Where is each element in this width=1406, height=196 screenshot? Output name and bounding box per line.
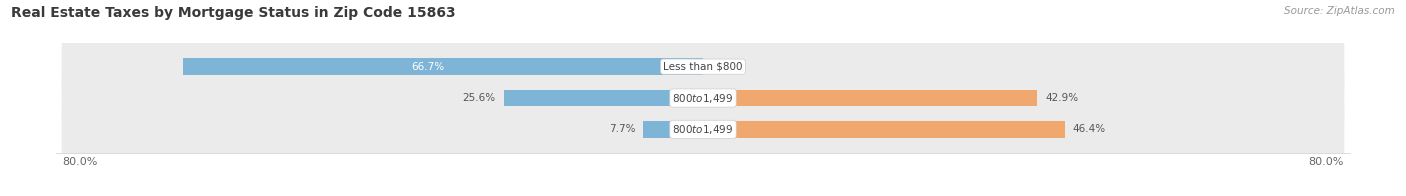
Text: 46.4%: 46.4%: [1073, 124, 1105, 134]
Bar: [703, 121, 1064, 138]
Bar: [503, 90, 703, 106]
FancyBboxPatch shape: [62, 56, 1344, 140]
Text: $800 to $1,499: $800 to $1,499: [672, 123, 734, 136]
FancyBboxPatch shape: [62, 87, 1344, 172]
Text: 42.9%: 42.9%: [1045, 93, 1078, 103]
Text: 25.6%: 25.6%: [463, 93, 496, 103]
Bar: [643, 121, 703, 138]
Text: $800 to $1,499: $800 to $1,499: [672, 92, 734, 104]
Text: 66.7%: 66.7%: [411, 62, 444, 72]
Bar: [703, 90, 1038, 106]
Text: Source: ZipAtlas.com: Source: ZipAtlas.com: [1284, 6, 1395, 16]
Text: 7.7%: 7.7%: [609, 124, 636, 134]
Bar: [183, 58, 703, 75]
Text: 0.0%: 0.0%: [711, 62, 737, 72]
FancyBboxPatch shape: [62, 24, 1344, 109]
Text: Real Estate Taxes by Mortgage Status in Zip Code 15863: Real Estate Taxes by Mortgage Status in …: [11, 6, 456, 20]
Text: Less than $800: Less than $800: [664, 62, 742, 72]
